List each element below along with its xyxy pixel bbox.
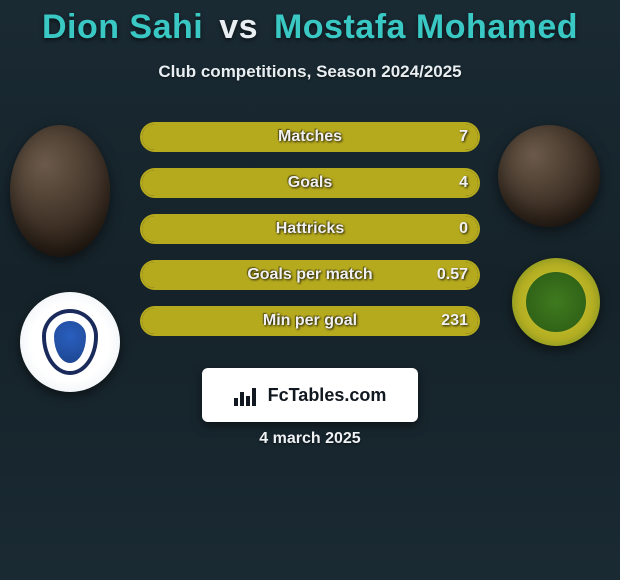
title-player1: Dion Sahi bbox=[42, 8, 203, 46]
branding-text: FcTables.com bbox=[268, 385, 387, 406]
branding-text-content: FcTables.com bbox=[268, 385, 387, 405]
stat-row: Min per goal 231 bbox=[140, 306, 480, 336]
title-vs: vs bbox=[219, 8, 258, 46]
player2-avatar bbox=[498, 125, 600, 227]
bar-label: Goals bbox=[140, 168, 480, 198]
player1-avatar bbox=[10, 125, 110, 257]
bar-label: Goals per match bbox=[140, 260, 480, 290]
bar-value: 7 bbox=[459, 122, 468, 152]
bar-value: 0 bbox=[459, 214, 468, 244]
bar-value: 4 bbox=[459, 168, 468, 198]
branding-badge: FcTables.com bbox=[202, 368, 418, 422]
date-text: 4 march 2025 bbox=[0, 430, 620, 448]
bar-value: 0.57 bbox=[437, 260, 468, 290]
player1-club-logo bbox=[20, 292, 120, 392]
bar-label: Min per goal bbox=[140, 306, 480, 336]
title-player2: Mostafa Mohamed bbox=[274, 8, 578, 46]
bar-value: 231 bbox=[441, 306, 468, 336]
bar-chart-icon bbox=[234, 384, 260, 406]
player2-club-logo bbox=[512, 258, 600, 346]
bar-label: Hattricks bbox=[140, 214, 480, 244]
stat-row: Goals per match 0.57 bbox=[140, 260, 480, 290]
stat-row: Hattricks 0 bbox=[140, 214, 480, 244]
stats-bars: Matches 7 Goals 4 Hattricks 0 Goals per … bbox=[140, 122, 480, 352]
subtitle: Club competitions, Season 2024/2025 bbox=[0, 62, 620, 82]
stat-row: Goals 4 bbox=[140, 168, 480, 198]
stat-row: Matches 7 bbox=[140, 122, 480, 152]
page-title: Dion Sahi vs Mostafa Mohamed bbox=[0, 8, 620, 47]
bar-label: Matches bbox=[140, 122, 480, 152]
